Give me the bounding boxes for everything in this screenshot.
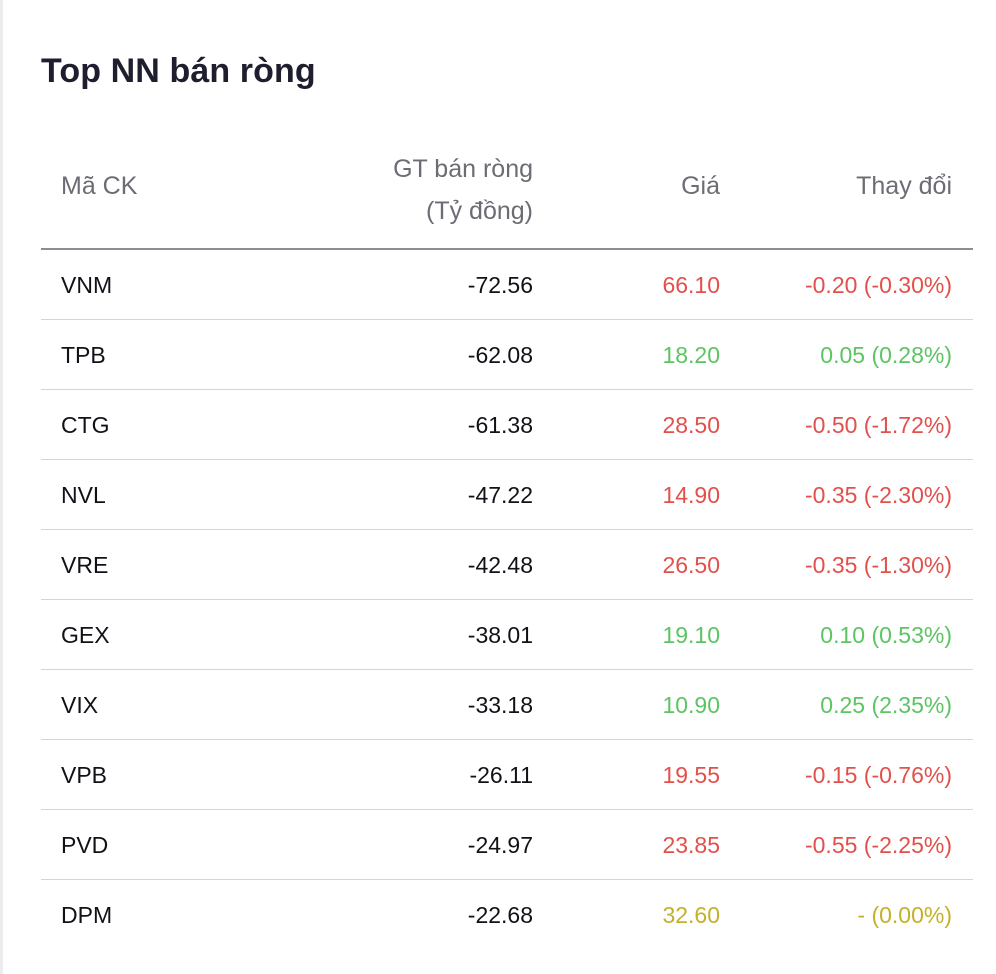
stock-code[interactable]: VPB (61, 762, 108, 788)
table-row[interactable]: CTG -61.38 28.50 -0.50 (-1.72%) (41, 390, 973, 460)
net-sell-value: -61.38 (467, 412, 533, 438)
net-sell-value: -24.97 (467, 832, 533, 858)
net-sell-value: -62.08 (467, 342, 533, 368)
price: 19.10 (662, 622, 720, 648)
table-row[interactable]: VIX -33.18 10.90 0.25 (2.35%) (41, 670, 973, 740)
price: 19.55 (662, 762, 720, 788)
price-change: 0.05 (0.28%) (820, 342, 952, 368)
price-change: 0.10 (0.53%) (820, 622, 952, 648)
net-sell-value: -26.11 (469, 762, 533, 788)
price: 26.50 (662, 552, 720, 578)
price-change: - (0.00%) (857, 902, 952, 928)
price-change: -0.20 (-0.30%) (804, 272, 952, 298)
net-sell-value: -42.48 (467, 552, 533, 578)
table-row[interactable]: VRE -42.48 26.50 -0.35 (-1.30%) (41, 530, 973, 600)
table-body: VNM -72.56 66.10 -0.20 (-0.30%) TPB -62.08 18.… (41, 250, 973, 949)
price: 28.50 (662, 412, 720, 438)
table-row[interactable]: NVL -47.22 14.90 -0.35 (-2.30%) (41, 460, 973, 530)
price-change: -0.15 (-0.76%) (804, 762, 952, 788)
stock-code[interactable]: DPM (61, 902, 113, 928)
stock-code[interactable]: GEX (61, 622, 110, 648)
price: 10.90 (662, 692, 720, 718)
net-sell-value: -38.01 (467, 622, 533, 648)
net-sell-table: Mã CK GT bán ròng (Tỷ đồng) Giá Thay đổi… (41, 136, 973, 949)
table-row[interactable]: GEX -38.01 19.10 0.10 (0.53%) (41, 600, 973, 670)
price: 66.10 (662, 272, 720, 298)
net-sell-value: -22.68 (467, 902, 533, 928)
price-change: -0.35 (-1.30%) (804, 552, 952, 578)
column-header-net-value: GT bán ròng (Tỷ đồng) (393, 148, 533, 232)
stock-code[interactable]: CTG (61, 412, 110, 438)
table-row[interactable]: PVD -24.97 23.85 -0.55 (-2.25%) (41, 810, 973, 880)
stock-code[interactable]: TPB (61, 342, 106, 368)
stock-code[interactable]: NVL (61, 482, 106, 508)
price: 18.20 (662, 342, 720, 368)
stock-code[interactable]: VNM (61, 272, 113, 298)
net-sell-value: -72.56 (467, 272, 533, 298)
table-header: Mã CK GT bán ròng (Tỷ đồng) Giá Thay đổi (41, 136, 973, 250)
stock-code[interactable]: VIX (61, 692, 99, 718)
table-row[interactable]: DPM -22.68 32.60 - (0.00%) (41, 880, 973, 949)
stock-code[interactable]: PVD (61, 832, 109, 858)
stock-code[interactable]: VRE (61, 552, 109, 578)
table-row[interactable]: VPB -26.11 19.55 -0.15 (-0.76%) (41, 740, 973, 810)
price-change: 0.25 (2.35%) (820, 692, 952, 718)
column-header-code: Mã CK (61, 172, 138, 200)
net-sell-value: -33.18 (467, 692, 533, 718)
table-row[interactable]: TPB -62.08 18.20 0.05 (0.28%) (41, 320, 973, 390)
net-sell-value: -47.22 (467, 482, 533, 508)
price: 23.85 (662, 832, 720, 858)
panel-title: Top NN bán ròng (41, 52, 316, 90)
table-row[interactable]: VNM -72.56 66.10 -0.20 (-0.30%) (41, 250, 973, 320)
price-change: -0.50 (-1.72%) (804, 412, 952, 438)
column-header-price: Giá (681, 172, 720, 200)
price: 14.90 (662, 482, 720, 508)
column-header-net-value-line2: (Tỷ đồng) (426, 197, 533, 225)
price-change: -0.35 (-2.30%) (804, 482, 952, 508)
column-header-net-value-line1: GT bán ròng (393, 155, 533, 183)
price: 32.60 (662, 902, 720, 928)
column-header-change: Thay đổi (856, 172, 952, 200)
price-change: -0.55 (-2.25%) (804, 832, 952, 858)
